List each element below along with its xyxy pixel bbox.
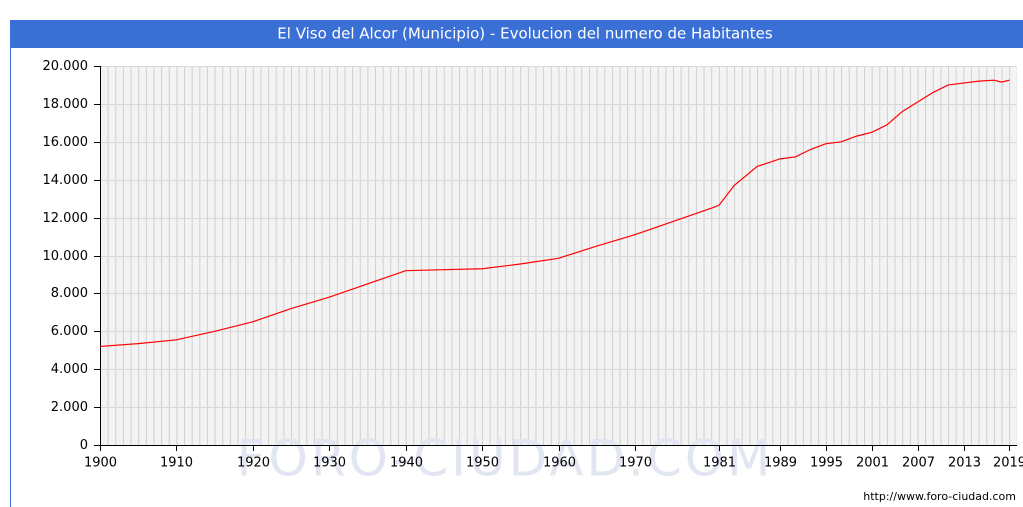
x-tick-label: 1910 (160, 456, 193, 471)
x-tick-label: 2019 (993, 456, 1023, 471)
y-tick-label: 2.000 (51, 400, 88, 415)
y-tick-label: 12.000 (43, 211, 89, 226)
x-tick-label: 2007 (902, 456, 935, 471)
x-tick-label: 1960 (543, 456, 576, 471)
chart-title: El Viso del Alcor (Municipio) - Evolucio… (277, 25, 773, 43)
y-tick-label: 14.000 (43, 173, 89, 188)
x-tick-label: 1981 (703, 456, 736, 471)
x-tick-label: 1920 (237, 456, 270, 471)
y-tick-label: 18.000 (43, 97, 89, 112)
y-tick-label: 16.000 (43, 135, 89, 150)
data-line (99, 79, 1010, 348)
plot: 0 2.000 4.000 6.000 8.000 10.000 12.000 14.000 1… (43, 59, 1023, 471)
x-tick-label: 1900 (84, 456, 117, 471)
x-tick-label: 1970 (619, 456, 652, 471)
x-tick-label: 1995 (810, 456, 843, 471)
year-grid (100, 66, 1017, 445)
x-tick-label: 1989 (764, 456, 797, 471)
y-tick-label: 0 (80, 438, 88, 453)
watermark: FORO-CIUDAD.COM (237, 430, 774, 488)
x-tick-label: 2013 (948, 456, 981, 471)
x-tick-label: 1930 (313, 456, 346, 471)
x-tick-label: 1940 (390, 456, 423, 471)
y-tick-label: 20.000 (43, 59, 89, 74)
title-bar (10, 20, 1023, 48)
y-tick-label: 6.000 (51, 324, 88, 339)
y-tick-label: 4.000 (51, 362, 88, 377)
y-tick-label: 8.000 (51, 286, 88, 301)
source: http://www.foro-ciudad.com (863, 490, 1016, 503)
y-tick-label: 10.000 (43, 249, 89, 264)
x-tick-label: 2001 (856, 456, 889, 471)
x-tick-label: 1950 (466, 456, 499, 471)
